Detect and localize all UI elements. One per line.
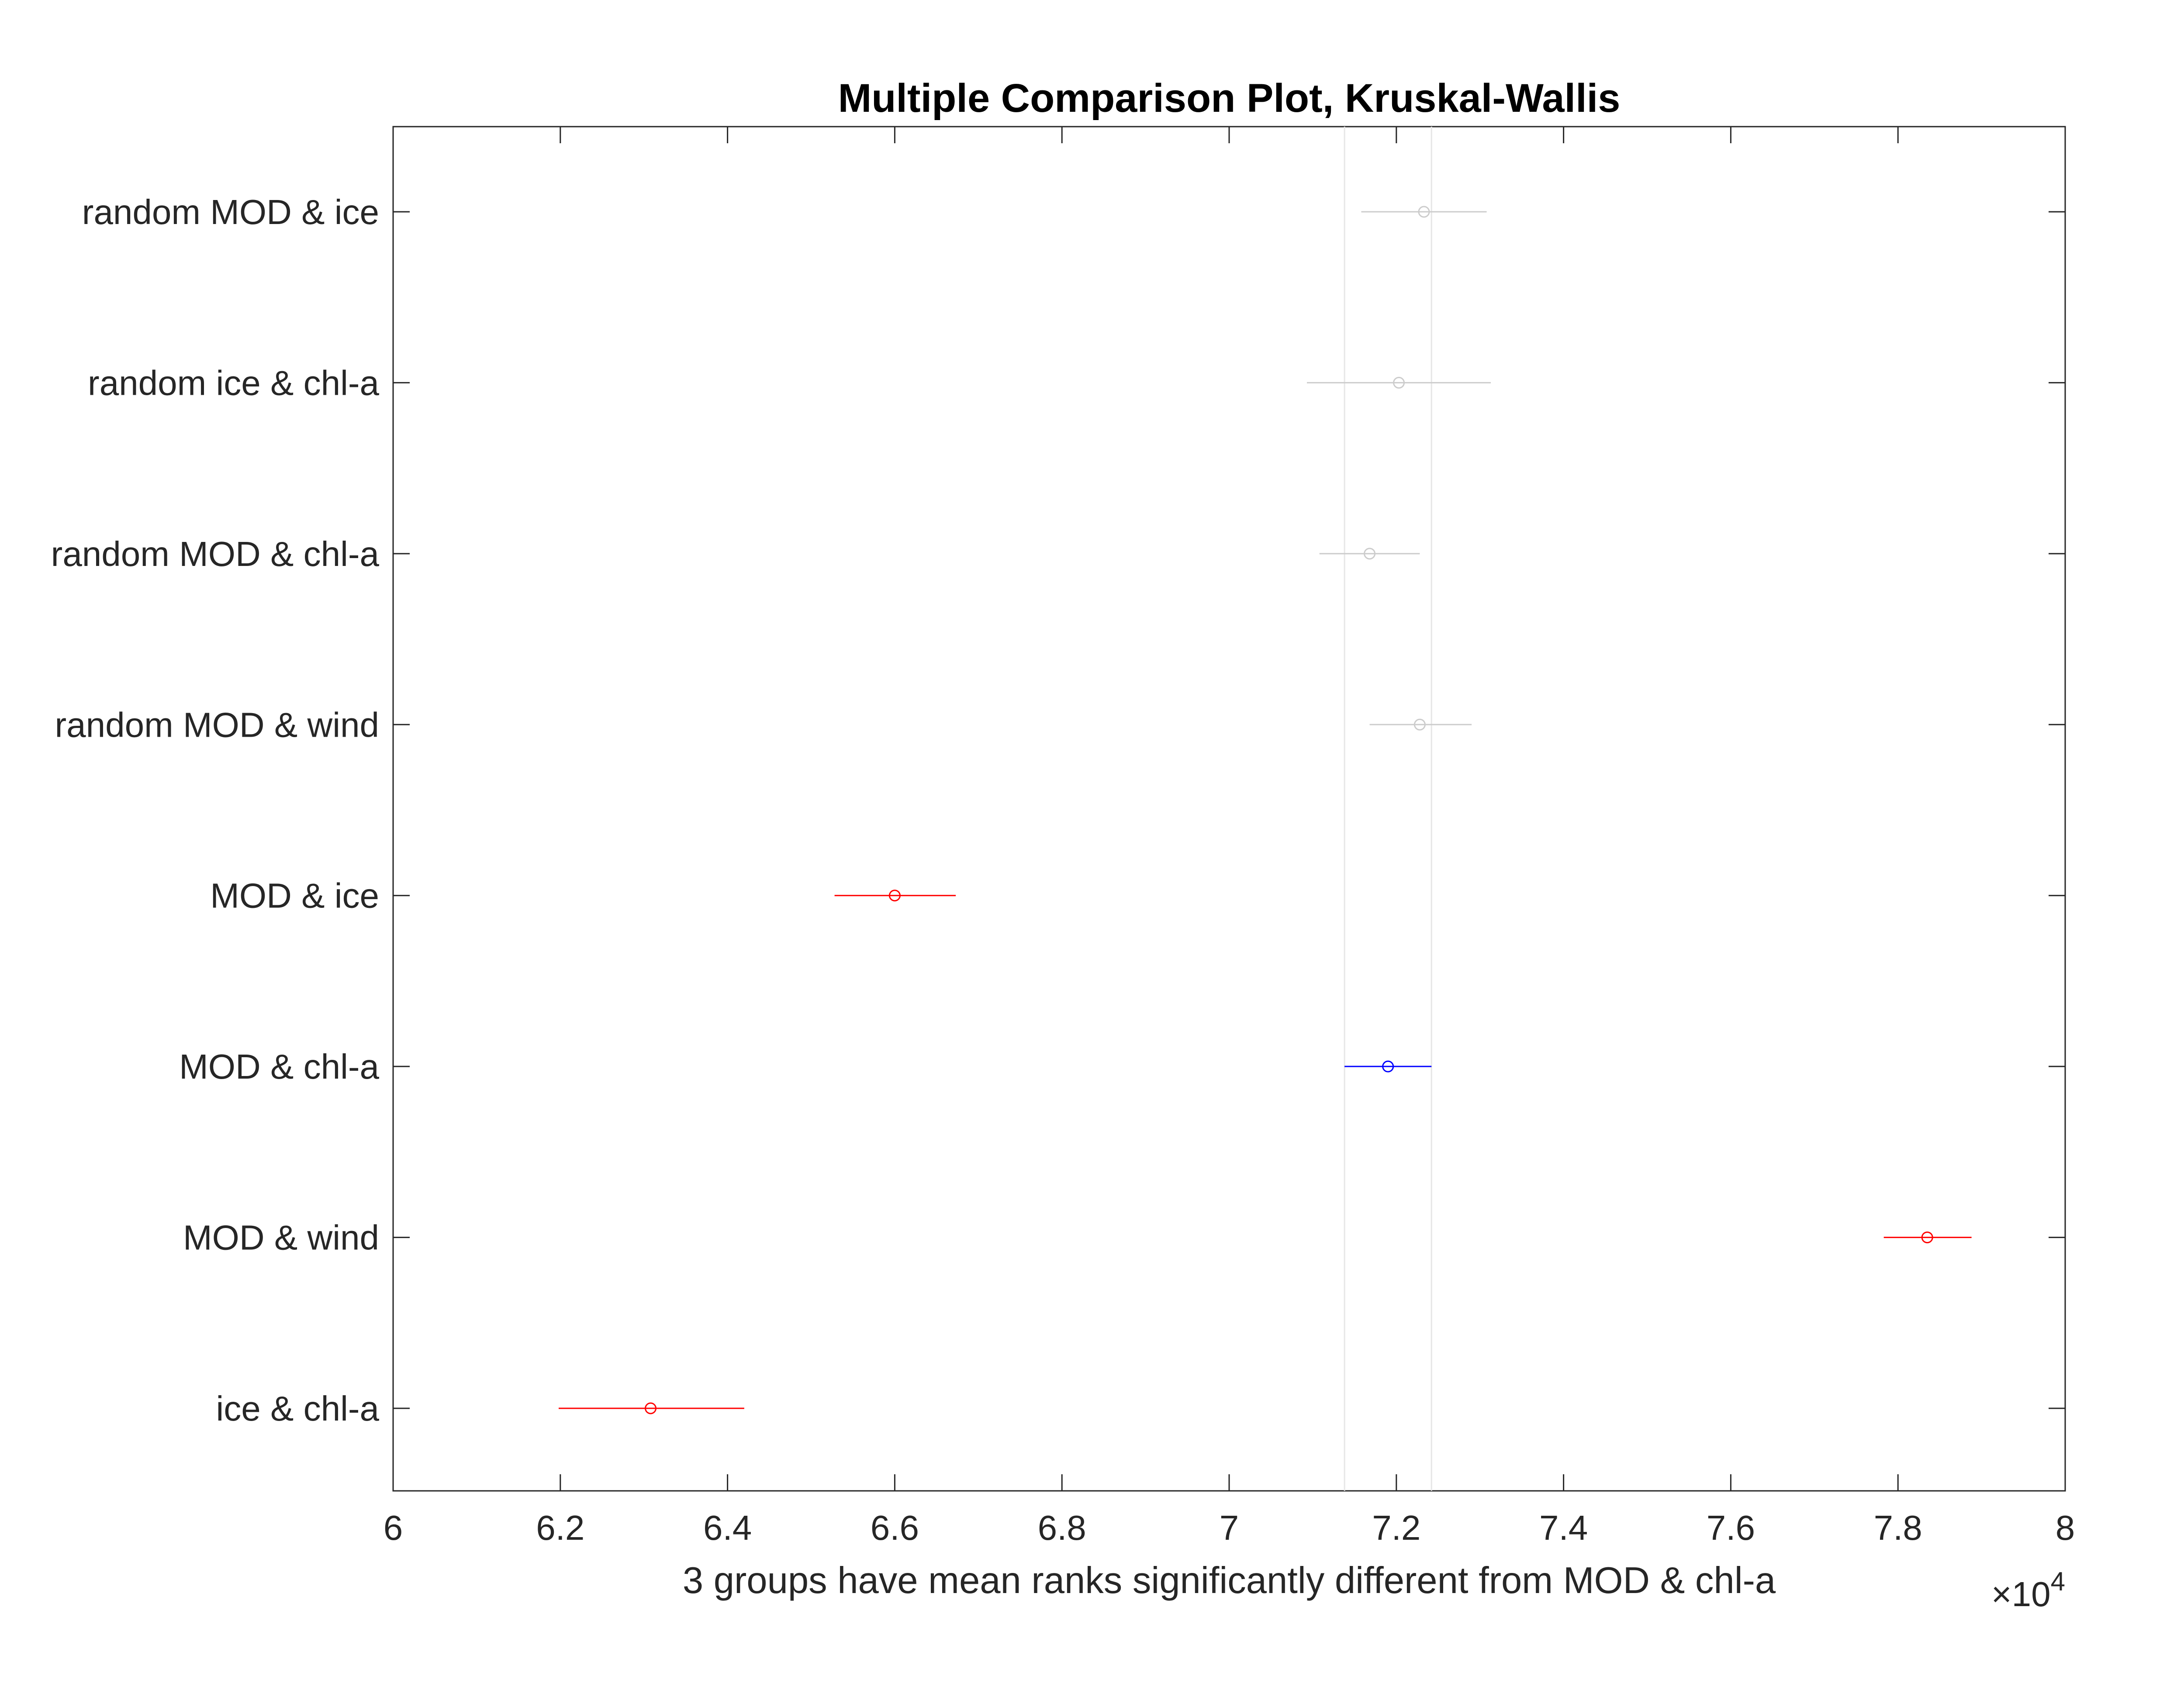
mean-marker-1	[1393, 376, 1405, 389]
y-tick-label-3: random MOD & wind	[55, 705, 379, 744]
x-tick-label-6: 7.2	[1372, 1508, 1420, 1547]
x-axis-exponent-power: 4	[2051, 1567, 2065, 1596]
mean-marker-4	[888, 890, 901, 902]
mean-marker-2	[1364, 548, 1376, 560]
mean-marker-7	[645, 1402, 657, 1414]
x-tick-label-10: 8	[2056, 1508, 2075, 1547]
plot-area	[392, 126, 2066, 1492]
x-axis-ticks	[392, 127, 2066, 1491]
mean-marker-5	[1382, 1060, 1394, 1073]
y-axis-ticks	[393, 211, 2065, 1409]
y-tick-label-2: random MOD & chl-a	[51, 535, 380, 573]
mean-marker-6	[1921, 1231, 1933, 1244]
comparison-intervals	[558, 206, 1972, 1414]
x-tick-label-9: 7.8	[1874, 1508, 1922, 1547]
x-tick-label-5: 7	[1220, 1508, 1239, 1547]
mean-marker-3	[1413, 718, 1426, 731]
x-tick-label-7: 7.4	[1539, 1508, 1588, 1547]
x-axis-exponent: ×104	[1991, 1567, 2065, 1614]
y-tick-label-1: random ice & chl-a	[88, 363, 379, 402]
y-tick-label-5: MOD & chl-a	[179, 1047, 379, 1086]
x-axis-label: 3 groups have mean ranks significantly d…	[683, 1560, 1776, 1601]
reference-interval-lines	[1344, 127, 1432, 1491]
y-tick-label-4: MOD & ice	[210, 876, 379, 915]
x-tick-label-2: 6.4	[703, 1508, 752, 1547]
y-tick-label-7: ice & chl-a	[216, 1389, 380, 1428]
x-axis-tick-labels: 6 6.2 6.4 6.6 6.8 7 7.2 7.4 7.6 7.8 8	[384, 1508, 2075, 1547]
x-tick-label-4: 6.8	[1038, 1508, 1086, 1547]
chart-title: Multiple Comparison Plot, Kruskal-Wallis	[838, 76, 1621, 121]
x-axis-exponent-base: ×10	[1991, 1575, 2051, 1614]
y-axis-tick-labels: random MOD & ice random ice & chl-a random…	[51, 193, 380, 1428]
y-tick-label-0: random MOD & ice	[82, 193, 379, 231]
mean-marker-0	[1418, 206, 1430, 218]
x-tick-label-0: 6	[384, 1508, 403, 1547]
y-tick-label-6: MOD & wind	[183, 1218, 379, 1257]
x-tick-label-3: 6.6	[871, 1508, 919, 1547]
x-tick-label-8: 7.6	[1707, 1508, 1755, 1547]
x-tick-label-1: 6.2	[536, 1508, 584, 1547]
